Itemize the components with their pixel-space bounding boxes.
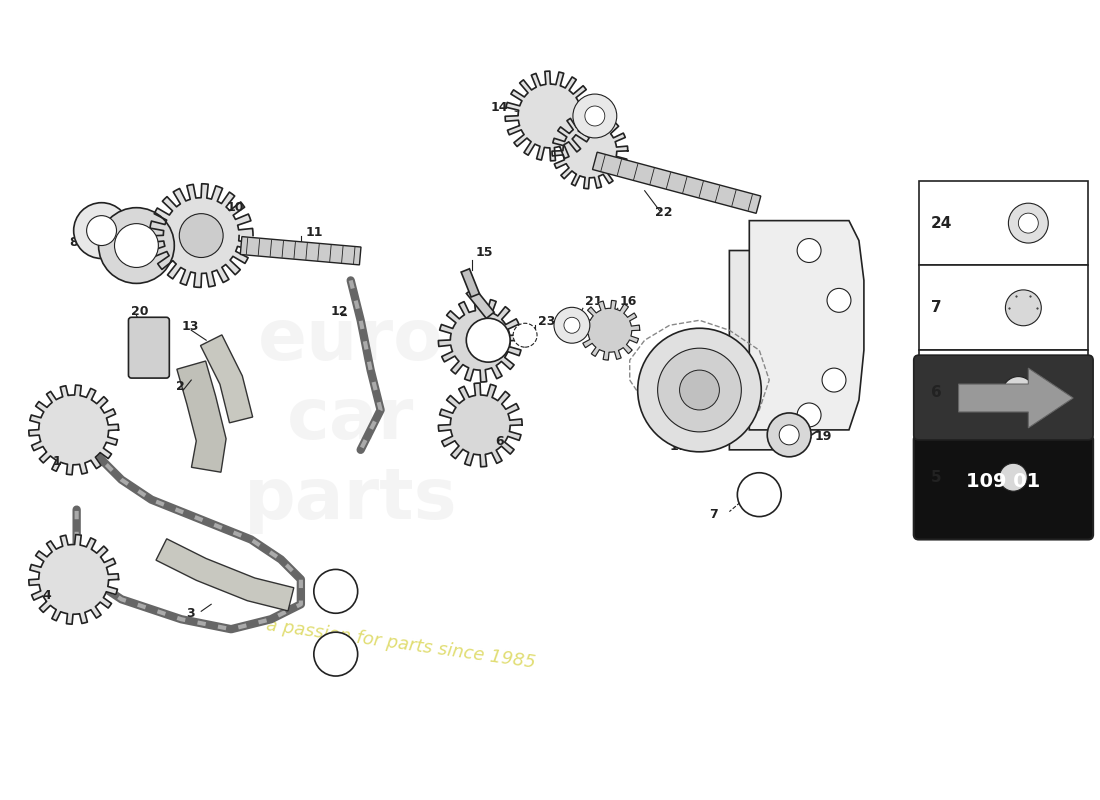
Circle shape — [188, 222, 214, 249]
Text: 21: 21 — [585, 295, 603, 308]
Text: 5: 5 — [332, 649, 339, 659]
Circle shape — [680, 370, 719, 410]
Circle shape — [658, 348, 741, 432]
Text: 7: 7 — [756, 490, 763, 500]
Text: euro
car
parts: euro car parts — [244, 306, 458, 534]
Bar — [918, 181, 1088, 266]
Circle shape — [1002, 377, 1034, 409]
Text: 6: 6 — [495, 435, 504, 448]
Text: 13: 13 — [182, 320, 199, 334]
Polygon shape — [749, 221, 864, 430]
Text: 14: 14 — [491, 101, 508, 114]
Polygon shape — [1013, 473, 1070, 482]
Text: 24: 24 — [931, 216, 952, 230]
Text: 16: 16 — [619, 295, 637, 308]
Text: 22: 22 — [654, 206, 672, 218]
Circle shape — [114, 224, 158, 267]
Text: 5: 5 — [931, 470, 942, 485]
Polygon shape — [1023, 301, 1064, 314]
Circle shape — [1005, 290, 1042, 326]
Circle shape — [1009, 203, 1048, 243]
Circle shape — [564, 318, 580, 334]
Polygon shape — [29, 534, 119, 624]
Circle shape — [779, 425, 799, 445]
Text: 7: 7 — [710, 507, 718, 521]
Circle shape — [314, 632, 358, 676]
Polygon shape — [729, 250, 839, 450]
Circle shape — [74, 202, 130, 258]
Circle shape — [1019, 213, 1038, 233]
Text: 2: 2 — [176, 380, 185, 393]
FancyBboxPatch shape — [129, 318, 169, 378]
Text: 19: 19 — [814, 430, 832, 443]
Text: 11: 11 — [306, 226, 323, 238]
Text: 6: 6 — [931, 385, 942, 400]
Polygon shape — [466, 287, 494, 318]
Polygon shape — [461, 269, 480, 297]
Polygon shape — [1019, 387, 1064, 398]
Circle shape — [87, 216, 117, 246]
Text: 15: 15 — [475, 246, 493, 258]
Text: 17: 17 — [670, 440, 688, 453]
Polygon shape — [552, 113, 628, 189]
Text: 3: 3 — [186, 607, 195, 620]
Polygon shape — [200, 335, 253, 423]
Polygon shape — [156, 538, 294, 611]
Bar — [918, 435, 1088, 519]
Text: 10: 10 — [227, 201, 243, 214]
Text: 8: 8 — [69, 235, 78, 249]
Polygon shape — [593, 152, 761, 214]
Circle shape — [798, 403, 821, 427]
Polygon shape — [177, 361, 227, 472]
Circle shape — [1000, 463, 1027, 491]
Polygon shape — [580, 300, 640, 360]
Text: 24: 24 — [329, 586, 342, 596]
Text: 4: 4 — [43, 590, 51, 602]
Circle shape — [822, 368, 846, 392]
Circle shape — [767, 413, 811, 457]
Circle shape — [585, 106, 605, 126]
Circle shape — [513, 323, 537, 347]
Polygon shape — [240, 237, 361, 265]
Text: 12: 12 — [331, 306, 349, 318]
Text: 18: 18 — [680, 360, 697, 373]
Text: 109 01: 109 01 — [966, 472, 1041, 491]
Circle shape — [180, 214, 222, 257]
Circle shape — [798, 238, 821, 262]
Text: 23: 23 — [538, 315, 556, 328]
Polygon shape — [29, 385, 119, 474]
Circle shape — [573, 94, 617, 138]
Polygon shape — [439, 298, 522, 382]
Polygon shape — [439, 383, 522, 466]
Circle shape — [466, 318, 510, 362]
Circle shape — [737, 473, 781, 517]
Text: a passion for parts since 1985: a passion for parts since 1985 — [265, 616, 537, 672]
Circle shape — [827, 288, 851, 312]
Circle shape — [179, 214, 223, 258]
Circle shape — [99, 208, 174, 283]
Polygon shape — [958, 368, 1074, 428]
FancyBboxPatch shape — [914, 435, 1093, 539]
Polygon shape — [505, 71, 595, 161]
Bar — [918, 266, 1088, 350]
Text: 9: 9 — [111, 266, 120, 278]
FancyBboxPatch shape — [914, 355, 1093, 440]
Circle shape — [638, 328, 761, 452]
Circle shape — [554, 307, 590, 343]
Text: 5: 5 — [485, 335, 492, 346]
Text: 7: 7 — [931, 300, 942, 315]
Text: 1: 1 — [53, 454, 62, 468]
Text: 20: 20 — [132, 306, 148, 318]
Bar — [918, 350, 1088, 435]
Circle shape — [314, 570, 358, 614]
Polygon shape — [150, 184, 253, 287]
